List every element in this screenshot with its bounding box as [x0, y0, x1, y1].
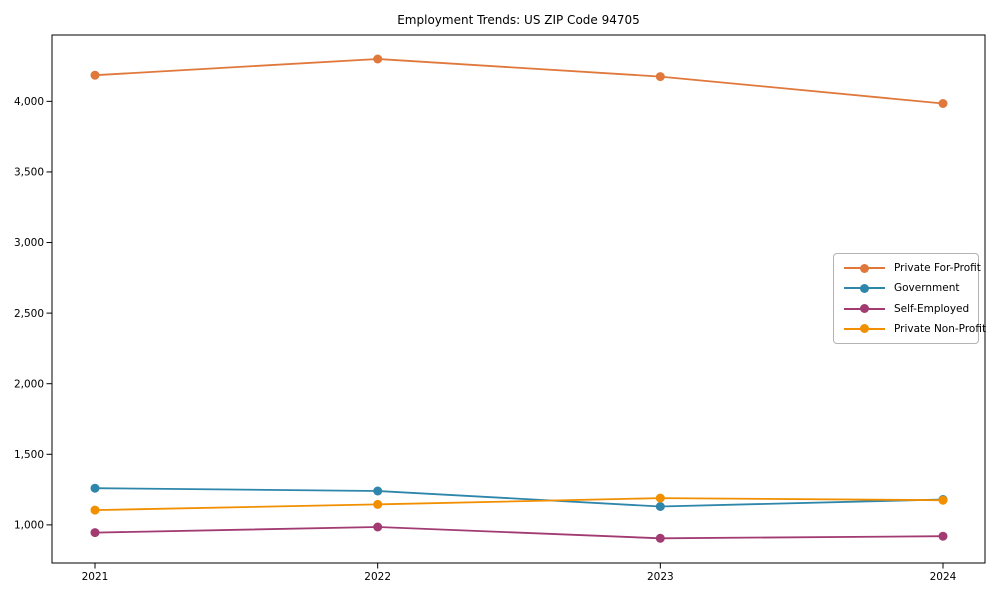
legend-item-label: Government [894, 282, 960, 295]
y-tick-label: 4,000 [14, 96, 44, 108]
legend-item-self-employed: Self-Employed [834, 299, 978, 319]
data-point-government-2021 [90, 483, 100, 493]
series-line-government [94, 487, 944, 508]
y-tick-label: 2,000 [14, 378, 44, 390]
data-point-self-employed-2024 [938, 531, 948, 541]
data-point-private-non-profit-2021 [90, 505, 100, 515]
data-point-self-employed-2022 [373, 522, 383, 532]
x-tick-label: 2023 [647, 571, 674, 583]
legend-dot-icon [860, 304, 869, 314]
legend-item-label: Private For-Profit [894, 262, 981, 275]
y-tick-label: 3,000 [14, 237, 44, 249]
data-point-government-2022 [373, 486, 383, 496]
data-point-private-non-profit-2022 [373, 499, 383, 509]
legend-line-dot-icon [844, 283, 885, 293]
legend-item-private-non-profit: Private Non-Profit [834, 319, 986, 339]
plot-border [51, 34, 986, 564]
legend-line-dot-icon [844, 304, 885, 314]
series-line-private-for-profit [94, 58, 944, 105]
data-point-private-non-profit-2023 [655, 493, 665, 503]
legend-line-dot-icon [844, 263, 885, 273]
data-point-self-employed-2023 [655, 533, 665, 543]
legend-dot-icon [860, 263, 869, 273]
data-point-private-for-profit-2024 [938, 99, 948, 108]
data-point-private-non-profit-2024 [938, 495, 948, 505]
data-point-private-for-profit-2021 [90, 70, 100, 80]
x-tick-label: 2021 [82, 571, 109, 583]
y-tick-label: 2,500 [14, 308, 44, 320]
data-point-private-for-profit-2023 [655, 72, 665, 82]
y-tick-label: 3,500 [14, 167, 44, 179]
data-point-private-for-profit-2022 [373, 54, 383, 64]
series-line-private-non-profit [94, 497, 944, 511]
data-point-government-2023 [655, 502, 665, 511]
legend-dot-icon [860, 283, 869, 293]
legend-dot-icon [860, 324, 869, 334]
legend-item-private-for-profit: Private For-Profit [834, 258, 981, 278]
legend-item-label: Private Non-Profit [894, 322, 987, 335]
y-tick-label: 1,000 [14, 520, 44, 532]
y-tick-label: 1,500 [14, 449, 44, 461]
legend: Private For-Profit Government Self-Employe… [833, 253, 986, 344]
legend-line-dot-icon [844, 324, 885, 334]
x-tick-label: 2022 [364, 571, 391, 583]
legend-item-government: Government [834, 278, 978, 298]
x-tick-label: 2024 [930, 571, 957, 583]
series-line-self-employed [94, 526, 944, 540]
legend-item-label: Self-Employed [894, 302, 970, 315]
data-point-self-employed-2021 [90, 528, 100, 538]
chart-title: Employment Trends: US ZIP Code 94705 [397, 13, 640, 27]
